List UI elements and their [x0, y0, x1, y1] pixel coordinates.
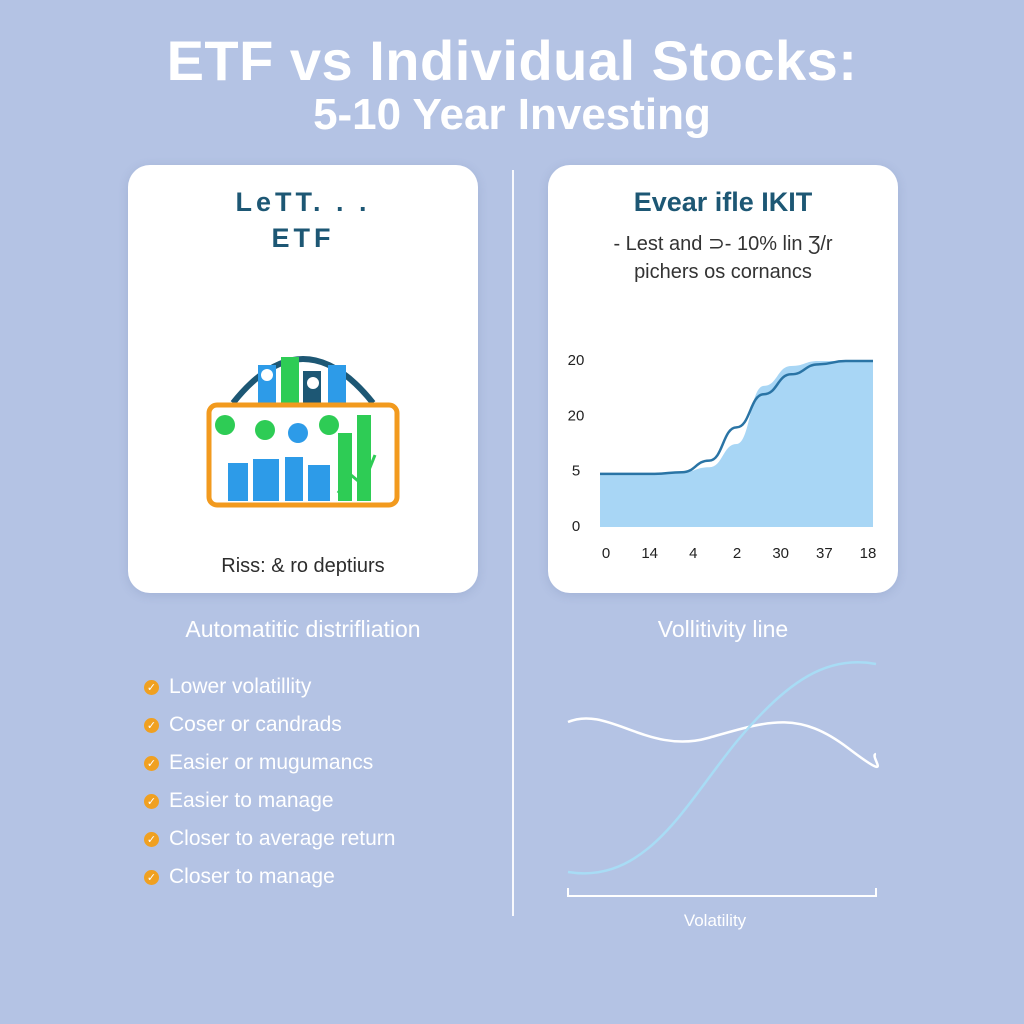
- list-item: ✓ Easier to manage: [144, 782, 395, 820]
- check-icon: ✓: [144, 793, 159, 809]
- x-axis-label: Volatility: [684, 911, 747, 930]
- stock-card-heading: Evear ifle IKIT: [633, 187, 813, 217]
- x-tick-label: 18: [860, 545, 877, 562]
- y-tick-label: 20: [568, 407, 585, 424]
- x-tick-label: 37: [816, 545, 833, 562]
- check-icon: ✓: [144, 717, 159, 733]
- list-item-label: Easier to manage: [169, 789, 334, 812]
- center-divider: [512, 170, 514, 916]
- x-tick-label: 14: [641, 545, 658, 562]
- line-series: [599, 359, 873, 476]
- growth-chart: 20 20 5 0 0 14 4 2 30 37 18: [568, 352, 877, 562]
- list-item: ✓ Lower volatillity: [144, 668, 395, 706]
- etf-benefits-list: ✓ Lower volatillity ✓ Coser or candrads ✓ E…: [144, 668, 395, 896]
- volatility-wavy-line: [567, 717, 879, 769]
- etf-card-heading-2: ETF: [271, 223, 335, 253]
- y-tick-label: 20: [568, 352, 585, 369]
- x-axis: [567, 888, 877, 897]
- list-item: ✓ Coser or candrads: [144, 706, 395, 744]
- list-item-label: Coser or candrads: [169, 713, 342, 736]
- stock-card: Evear ifle IKIT - Lest and ⊃- 10% lin Ʒ/…: [548, 165, 898, 593]
- volatility-s-curve: [567, 660, 877, 875]
- list-item: ✓ Closer to manage: [144, 858, 395, 896]
- y-tick-label: 5: [572, 463, 580, 480]
- volatility-chart: Volatility: [567, 660, 879, 930]
- check-icon: ✓: [144, 831, 159, 847]
- stock-card-subtitle-2: pichers os cornancs: [634, 261, 812, 283]
- list-item-label: Closer to manage: [169, 865, 335, 888]
- x-tick-label: 2: [733, 545, 741, 562]
- list-item: ✓ Easier or mugumancs: [144, 744, 395, 782]
- stock-card-subtitle-1: - Lest and ⊃- 10% lin Ʒ/r: [613, 233, 833, 255]
- list-item-label: Easier or mugumancs: [169, 751, 374, 774]
- y-tick-label: 0: [572, 518, 580, 535]
- etf-benefits-heading: Automatitic distrifliation: [185, 616, 421, 642]
- x-tick-label: 4: [689, 545, 697, 562]
- etf-card-heading-1: LeTT. . .: [235, 187, 371, 217]
- etf-card-caption: Riss: & ro deptiurs: [221, 555, 385, 577]
- list-item-label: Closer to average return: [169, 827, 396, 850]
- volatility-heading: Vollitivity line: [657, 616, 789, 642]
- area-series: [600, 361, 873, 527]
- x-tick-label: 30: [772, 545, 789, 562]
- check-icon: ✓: [144, 869, 159, 885]
- etf-card: LeTT. . . ETF Riss: & ro deptiurs: [128, 165, 478, 593]
- page-title-line2: 5-10 Year Investing: [313, 90, 711, 139]
- check-icon: ✓: [144, 755, 159, 771]
- page-title-line1: ETF vs Individual Stocks:: [166, 29, 858, 92]
- check-icon: ✓: [144, 679, 159, 695]
- x-tick-label: 0: [602, 545, 610, 562]
- list-item: ✓ Closer to average return: [144, 820, 395, 858]
- etf-basket-icon: [206, 356, 400, 508]
- list-item-label: Lower volatillity: [169, 675, 312, 698]
